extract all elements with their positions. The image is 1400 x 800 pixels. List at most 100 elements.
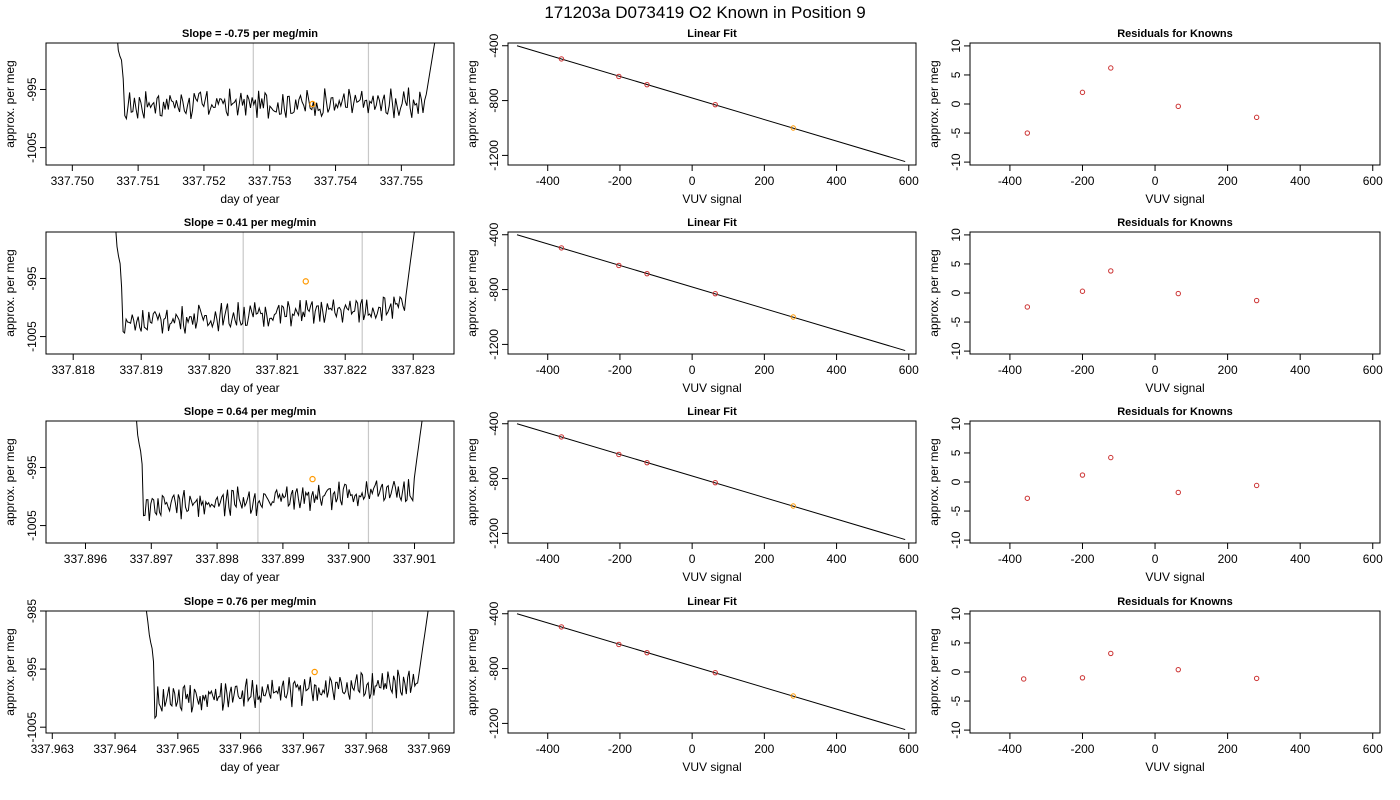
mean-marker	[311, 668, 318, 676]
data-point	[558, 245, 565, 251]
fit-line	[516, 45, 906, 163]
data-point	[1253, 114, 1260, 121]
plot-area	[1024, 65, 1260, 136]
plot-frame	[45, 420, 455, 544]
data-point	[616, 73, 622, 80]
x-tick-label: 337.751	[116, 174, 160, 188]
x-tick-label: 337.818	[52, 363, 96, 377]
plot-title: Slope = 0.64 per meg/min	[184, 406, 317, 418]
y-axis-label: approx. per meg	[465, 60, 479, 147]
data-point	[644, 649, 650, 656]
x-tick-label: 200	[754, 174, 774, 188]
x-tick-label: 337.901	[393, 552, 437, 566]
data-point	[1175, 290, 1181, 297]
mean-marker	[309, 475, 316, 483]
data-point	[1253, 297, 1260, 304]
fit-line	[516, 613, 906, 731]
panel-r0-c2: Residuals for Knowns -400 -200 0 200 400 600 -1…	[927, 28, 1383, 206]
x-tick-label: 337.750	[51, 174, 95, 188]
y-tick-label: -800	[487, 466, 501, 490]
data-point	[616, 451, 622, 458]
y-tick-label: -400	[487, 33, 501, 57]
panel-r2-c1: Linear Fit -400 -200 0 200 400 600 -1200 -800 -40…	[465, 406, 919, 584]
plot-frame	[507, 610, 917, 734]
y-tick-label: -1005	[25, 321, 39, 352]
data-point	[1108, 65, 1114, 71]
x-axis-label: VUV signal	[682, 570, 741, 584]
plot-area	[516, 613, 906, 731]
x-tick-label: -200	[1070, 552, 1094, 566]
panels: Slope = -0.75 per meg/min 337.750 337.751 3…	[3, 28, 1383, 774]
data-point	[558, 624, 565, 630]
plot-title: Residuals for Knowns	[1117, 406, 1233, 418]
plot-title: Slope = 0.41 per meg/min	[184, 217, 317, 229]
plot-title: Linear Fit	[687, 596, 737, 608]
x-tick-label: 337.822	[324, 363, 368, 377]
x-tick-label: 200	[754, 742, 774, 756]
data-point	[558, 56, 565, 62]
y-axis-label: approx. per meg	[3, 438, 17, 525]
y-tick-label: -5	[949, 316, 963, 327]
x-tick-label: 600	[899, 363, 919, 377]
x-tick-label: 0	[1152, 742, 1159, 756]
x-tick-label: -200	[608, 363, 632, 377]
plot-title: Slope = -0.75 per meg/min	[182, 28, 318, 40]
x-tick-label: 0	[689, 552, 696, 566]
panel-r0-c0: Slope = -0.75 per meg/min 337.750 337.751 3…	[3, 28, 455, 206]
x-tick-label: 337.963	[31, 742, 75, 756]
data-trace	[145, 611, 429, 720]
plot-title: Residuals for Knowns	[1117, 28, 1233, 40]
y-tick-label: -1200	[487, 140, 501, 171]
y-tick-label: 10	[949, 417, 963, 431]
y-axis-label: approx. per meg	[465, 249, 479, 336]
y-axis-label: approx. per meg	[465, 628, 479, 715]
x-tick-label: 337.898	[195, 552, 239, 566]
data-point	[644, 270, 650, 277]
x-tick-label: 600	[899, 552, 919, 566]
x-axis-label: day of year	[220, 760, 279, 774]
data-trace	[115, 232, 415, 335]
panel-r1-c0: Slope = 0.41 per meg/min 337.818 337.819 33…	[3, 217, 455, 395]
x-tick-label: 337.820	[188, 363, 232, 377]
x-tick-label: -400	[536, 363, 560, 377]
panel-r0-c1: Linear Fit -400 -200 0 200 400 600 -1200 -800 -40…	[465, 28, 919, 206]
plot-title: Residuals for Knowns	[1117, 596, 1233, 608]
x-tick-label: 337.754	[314, 174, 358, 188]
data-point	[1253, 482, 1260, 489]
x-tick-label: 337.968	[344, 742, 388, 756]
plot-area	[516, 234, 906, 352]
plot-frame	[45, 42, 455, 166]
data-trace	[136, 421, 423, 522]
y-tick-label: -400	[487, 222, 501, 246]
x-tick-label: -200	[1070, 742, 1094, 756]
x-axis-label: VUV signal	[1145, 381, 1204, 395]
x-tick-label: 400	[827, 552, 847, 566]
y-tick-label: 0	[949, 100, 963, 107]
y-tick-label: -995	[25, 77, 39, 101]
data-point	[1108, 650, 1114, 657]
x-tick-label: -200	[608, 174, 632, 188]
y-tick-label: -1005	[25, 712, 39, 743]
x-tick-label: 337.752	[182, 174, 226, 188]
plot-frame	[969, 420, 1381, 544]
x-axis-label: VUV signal	[682, 760, 741, 774]
x-tick-label: 400	[827, 174, 847, 188]
x-tick-label: 600	[899, 174, 919, 188]
data-point	[712, 101, 718, 108]
plot-title: Linear Fit	[687, 406, 737, 418]
y-tick-label: -995	[25, 266, 39, 290]
x-axis-label: day of year	[220, 192, 279, 206]
x-tick-label: 0	[689, 363, 696, 377]
highlight-point	[790, 693, 796, 699]
x-tick-label: 337.965	[156, 742, 200, 756]
panel-r2-c2: Residuals for Knowns -400 -200 0 200 400 600 -1…	[927, 406, 1383, 584]
x-tick-label: 0	[1152, 552, 1159, 566]
y-tick-label: -5	[949, 695, 963, 706]
y-tick-label: -400	[487, 411, 501, 435]
y-tick-label: -1005	[25, 132, 39, 163]
y-tick-label: -995	[25, 455, 39, 479]
x-tick-label: 337.964	[93, 742, 137, 756]
x-tick-label: 0	[689, 174, 696, 188]
y-tick-label: 5	[949, 639, 963, 646]
